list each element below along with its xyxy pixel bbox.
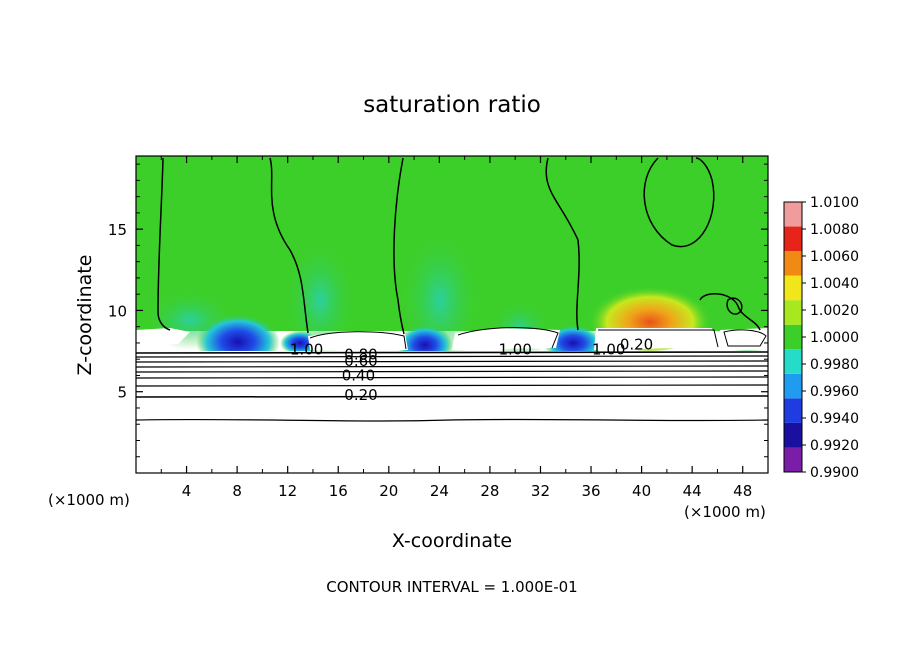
contour-label: 1.00 <box>592 340 625 358</box>
y-axis-ticks: 5 10 15 <box>108 163 768 458</box>
x-axis-label: X-coordinate <box>392 530 512 552</box>
colorbar: 0.9900 0.9920 0.9940 0.9960 0.9980 1.0000 1.00… <box>783 195 859 481</box>
x-tick-label: 48 <box>733 482 752 500</box>
colorbar-label: 1.0100 <box>810 195 859 211</box>
contour-label: 0.20 <box>620 336 653 354</box>
contour-label: 1.00 <box>290 340 323 358</box>
colorbar-label: 0.9960 <box>810 384 859 400</box>
colorbar-label: 0.9980 <box>810 357 859 373</box>
colorbar-label: 1.0000 <box>810 330 859 346</box>
colorbar-label: 0.9900 <box>810 465 859 481</box>
footnote: CONTOUR INTERVAL = 1.000E-01 <box>326 578 577 596</box>
x-tick-label: 44 <box>683 482 702 500</box>
x-tick-label: 8 <box>232 482 242 500</box>
colorbar-swatch <box>784 398 802 423</box>
colorbar-swatch <box>784 349 802 374</box>
colorbar-swatch <box>784 300 802 325</box>
contour-label: 1.00 <box>498 340 531 358</box>
colorbar-swatch <box>784 447 802 472</box>
contour-label: 0.40 <box>342 366 375 384</box>
x-axis-ticks: 4 8 12 16 20 24 28 32 36 40 44 48 <box>160 156 752 500</box>
colorbar-swatch <box>784 275 802 301</box>
x-tick-label: 32 <box>531 482 550 500</box>
plot-frame <box>135 155 769 474</box>
contour-label: 0.60 <box>344 352 377 370</box>
contour-lines-lower <box>135 327 769 422</box>
x-tick-label: 12 <box>278 482 297 500</box>
x-tick-label: 40 <box>632 482 651 500</box>
y-tick-label: 5 <box>117 384 127 402</box>
colorbar-swatch <box>784 373 802 399</box>
x-tick-label: 20 <box>379 482 398 500</box>
contour-lines <box>157 157 761 335</box>
contour-label: 0.20 <box>344 386 377 404</box>
x-tick-label: 28 <box>480 482 499 500</box>
chart-title: saturation ratio <box>363 92 541 118</box>
colorbar-swatch <box>784 251 802 276</box>
colorbar-label: 0.9920 <box>810 438 859 454</box>
x-axis-unit-right: (×1000 m) <box>684 503 766 521</box>
contour-labels: 1.000.800.600.400.201.001.000.20 <box>290 336 653 404</box>
x-axis-unit-left: (×1000 m) <box>48 491 130 509</box>
x-tick-label: 16 <box>329 482 348 500</box>
colorbar-label: 1.0080 <box>810 222 859 238</box>
y-tick-label: 15 <box>108 221 127 239</box>
x-tick-label: 4 <box>182 482 192 500</box>
x-tick-label: 24 <box>430 482 449 500</box>
colorbar-swatch <box>784 324 802 350</box>
colorbar-swatch <box>784 202 802 227</box>
heatmap-field <box>136 156 768 473</box>
colorbar-label: 1.0060 <box>810 249 859 265</box>
contour-label: 0.80 <box>344 345 377 363</box>
colorbar-label: 0.9940 <box>810 411 859 427</box>
x-tick-label: 36 <box>581 482 600 500</box>
colorbar-swatch <box>784 226 802 252</box>
colorbar-label: 1.0020 <box>810 303 859 319</box>
colorbar-swatch <box>784 422 802 448</box>
y-tick-label: 10 <box>108 302 127 320</box>
colorbar-label: 1.0040 <box>810 276 859 292</box>
y-axis-label: Z-coordinate <box>74 255 96 376</box>
